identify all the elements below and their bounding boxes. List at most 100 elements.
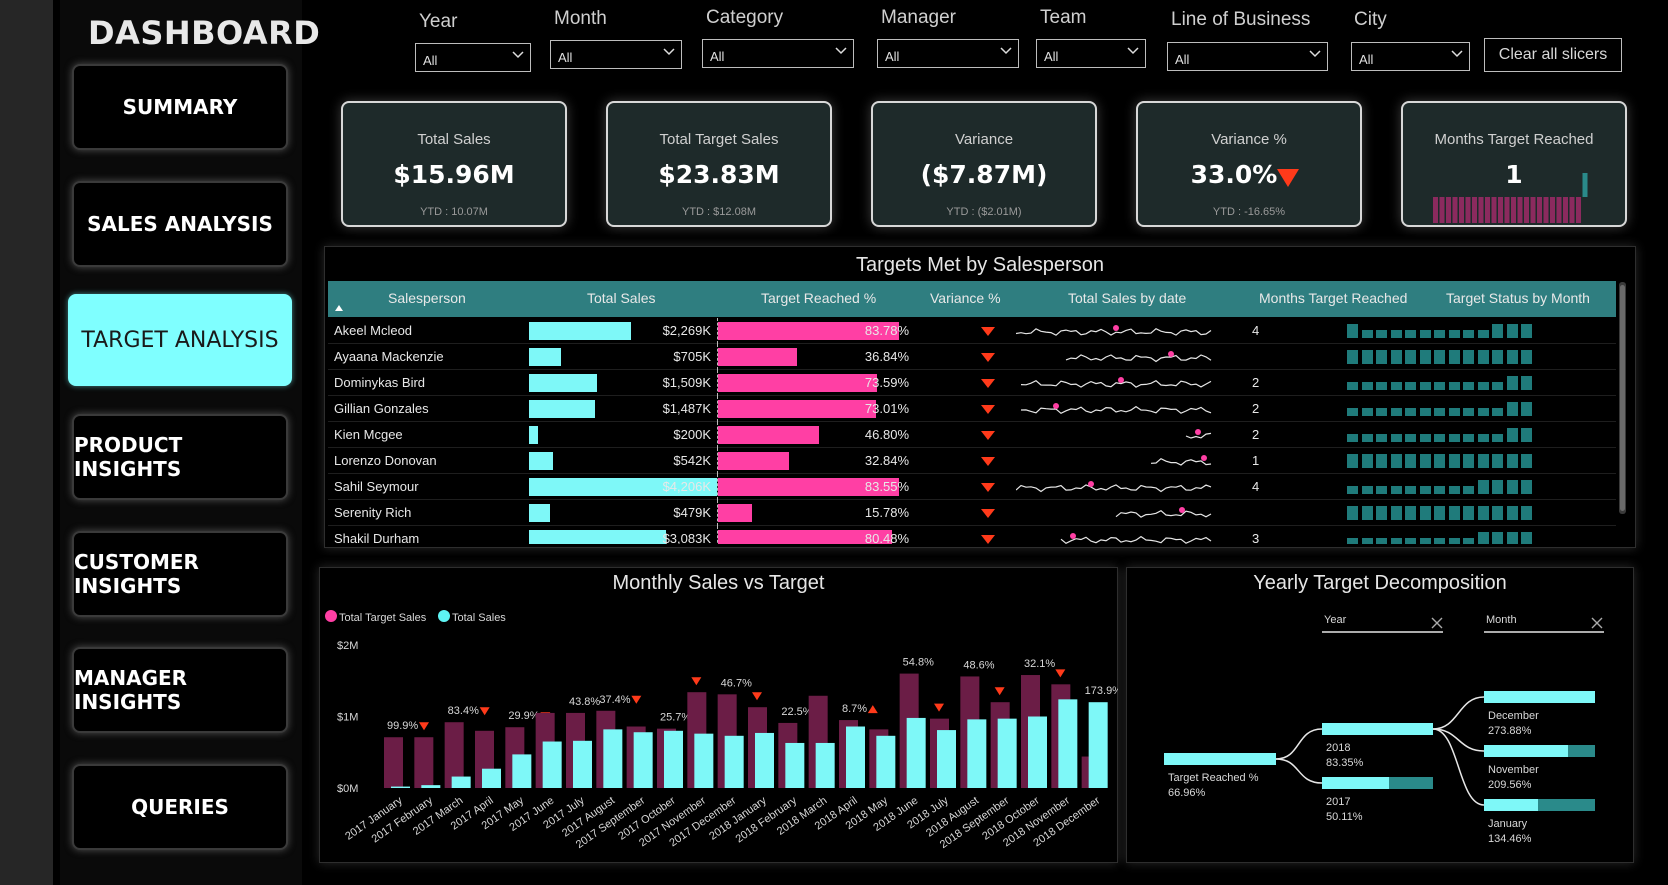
col-variance[interactable]: Variance %: [930, 290, 1001, 306]
sparkline-max-dot: [1053, 403, 1059, 409]
nav-product-insights-button[interactable]: PRODUCT INSIGHTS: [72, 414, 288, 500]
decomposition-tree: Year Month Target Reached % 66.96% 2018 83.35…: [1164, 614, 1604, 845]
kpi-months-target-reached-card: Months Target Reached 1: [1401, 101, 1627, 227]
variance-down-icon: [981, 353, 995, 362]
clear-all-slicers-button[interactable]: Clear all slicers: [1484, 38, 1622, 72]
kpi-variance-percent-card: Variance % 33.0% YTD : -16.65%: [1136, 101, 1362, 227]
nav-manager-insights-button[interactable]: MANAGER INSIGHTS: [72, 647, 288, 733]
tree-connector: [1432, 728, 1485, 806]
table-row[interactable]: Gillian Gonzales $1,487K 73.01% 2: [328, 396, 1616, 422]
dashboard-title: DASHBOARD: [88, 14, 321, 52]
target-reached-value: 15.78%: [864, 505, 909, 520]
mini-bar: [1472, 197, 1477, 223]
table-row[interactable]: Shakil Durham $3,083K 80.48% 3: [328, 526, 1616, 546]
sort-ascending-icon[interactable]: [335, 305, 343, 311]
col-target-status[interactable]: Target Status by Month: [1446, 290, 1590, 306]
target-status-square: [1434, 434, 1445, 442]
mini-bar: [1543, 197, 1549, 223]
nav-sales-analysis-button[interactable]: SALES ANALYSIS: [72, 181, 288, 267]
tree-connector: [1275, 758, 1323, 784]
target-status-square: [1521, 428, 1532, 442]
target-reached-value: 80.48%: [864, 531, 909, 546]
target-status-square: [1376, 506, 1387, 520]
target-status-square: [1477, 382, 1489, 390]
target-status-square: [1506, 428, 1518, 442]
target-status-square: [1448, 350, 1460, 364]
kpi-label: Variance %: [1211, 131, 1287, 148]
col-sales-by-date[interactable]: Total Sales by date: [1068, 290, 1187, 306]
mini-bar: [1439, 197, 1445, 223]
col-target-reached[interactable]: Target Reached %: [761, 290, 877, 306]
table-row[interactable]: Serenity Rich $479K 15.78%: [328, 500, 1616, 526]
table-row[interactable]: Dominykas Bird $1,509K 73.59% 2: [328, 370, 1616, 396]
target-reached-bar: [718, 322, 899, 340]
target-reached-bar: [718, 452, 789, 470]
legend-target-marker: [325, 610, 337, 622]
slicer-manager-label: Manager: [881, 7, 956, 28]
target-status-square: [1376, 382, 1387, 390]
col-months-target[interactable]: Months Target Reached: [1259, 290, 1408, 306]
mini-bar: [1459, 197, 1464, 223]
legend-sales-marker: [438, 610, 450, 622]
target-status-square: [1477, 408, 1489, 416]
target-status-square: [1506, 480, 1518, 494]
target-status-square: [1390, 382, 1402, 390]
col-salesperson[interactable]: Salesperson: [388, 290, 466, 306]
slicer-month-value: All: [558, 50, 573, 65]
target-reached-bar: [718, 478, 899, 496]
slicer-city-dropdown[interactable]: All: [1351, 42, 1470, 71]
sales-bar: [603, 729, 623, 788]
target-status-square: [1376, 408, 1387, 416]
total-sales-value: $1,509K: [662, 375, 711, 390]
table-row[interactable]: Sahil Seymour $4,206K 83.55% 4: [328, 474, 1616, 500]
slicer-year-dropdown[interactable]: All: [415, 43, 531, 72]
target-status-square: [1448, 486, 1460, 494]
slicer-manager-dropdown[interactable]: All: [877, 39, 1019, 68]
data-label: 99.9%: [387, 720, 418, 732]
table-row[interactable]: Kien Mcgee $200K 46.80% 2: [328, 422, 1616, 448]
month-value: 134.46%: [1488, 833, 1532, 845]
sales-sparkline: [1016, 325, 1212, 336]
slicer-line-of-business-dropdown[interactable]: All: [1167, 42, 1328, 71]
target-status-square: [1405, 382, 1416, 390]
salesperson-name: Dominykas Bird: [334, 375, 426, 390]
variance-down-icon: [981, 483, 995, 492]
target-status-square: [1434, 506, 1445, 520]
sales-sparkline: [1020, 403, 1212, 415]
target-status-square: [1434, 408, 1445, 416]
col-total-sales[interactable]: Total Sales: [587, 290, 656, 306]
nav-target-analysis-button[interactable]: TARGET ANALYSIS: [68, 294, 292, 386]
table-scrollbar[interactable]: [1619, 282, 1626, 514]
down-triangle-icon: [691, 677, 702, 686]
decomposition-panel: Yearly Target Decomposition: [1126, 567, 1634, 863]
sales-bar: [1028, 716, 1047, 788]
kpi-total-sales-card: Total Sales $15.96M YTD : 10.07M: [341, 101, 567, 227]
sparkline-path: [1020, 379, 1212, 388]
table-row[interactable]: Akeel Mcleod $2,269K 83.78% 4: [328, 318, 1616, 344]
salesperson-name: Sahil Seymour: [334, 479, 419, 494]
scrollbar-thumb[interactable]: [1620, 285, 1625, 511]
slicer-month-dropdown[interactable]: All: [550, 40, 682, 69]
total-sales-bar: [529, 504, 550, 522]
sales-bar: [421, 785, 441, 788]
table-row[interactable]: Lorenzo Donovan $542K 32.84% 1: [328, 448, 1616, 474]
target-status-square: [1347, 538, 1358, 544]
total-sales-value: $479K: [673, 505, 711, 520]
sparkline-path: [1016, 484, 1212, 493]
salesperson-name: Gillian Gonzales: [334, 401, 429, 416]
target-status-square: [1477, 350, 1489, 364]
sparkline-max-dot: [1118, 377, 1124, 383]
sales-bar: [694, 733, 714, 788]
nav-queries-button[interactable]: QUERIES: [72, 764, 288, 850]
sparkline-max-dot: [1201, 455, 1207, 461]
slicer-team-dropdown[interactable]: All: [1036, 39, 1146, 68]
target-status-square: [1390, 330, 1402, 338]
target-status-square: [1506, 350, 1518, 364]
nav-summary-button[interactable]: SUMMARY: [72, 64, 288, 150]
target-reached-bar: [718, 426, 819, 444]
nav-customer-insights-button[interactable]: CUSTOMER INSIGHTS: [72, 531, 288, 617]
table-row[interactable]: Ayaana Mackenzie $705K 36.84%: [328, 344, 1616, 370]
slicer-category-dropdown[interactable]: All: [702, 39, 854, 68]
target-status-square: [1361, 350, 1373, 364]
down-triangle-icon: [934, 703, 944, 712]
